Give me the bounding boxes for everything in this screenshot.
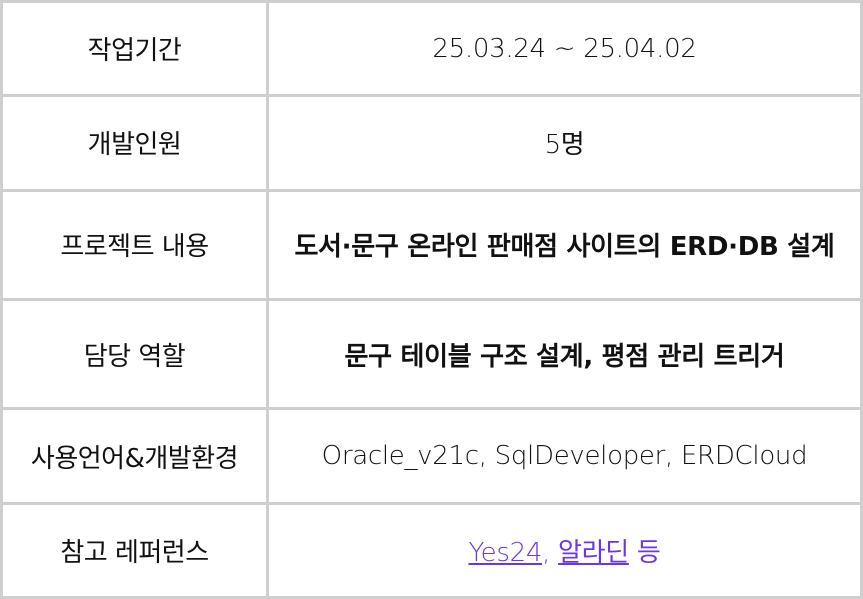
role-value: 문구 테이블 구조 설계, 평점 관리 트리거 xyxy=(266,297,863,411)
reference-value: Yes24, 알라딘 등 xyxy=(266,501,863,599)
reference-separator: , xyxy=(542,537,559,568)
table-row: 작업기간 25.03.24 ~ 25.04.02 xyxy=(0,0,863,98)
team-size-label: 개발인원 xyxy=(0,94,269,192)
table-row: 참고 레퍼런스 Yes24, 알라딘 등 xyxy=(0,501,863,599)
period-label: 작업기간 xyxy=(0,0,269,98)
aladin-link[interactable]: 알라딘 xyxy=(558,537,629,568)
table-row: 개발인원 5명 xyxy=(0,94,863,192)
project-content-label: 프로젝트 내용 xyxy=(0,188,269,301)
table-row: 사용언어&개발환경 Oracle_v21c, SqlDeveloper, ERD… xyxy=(0,407,863,505)
project-content-value: 도서·문구 온라인 판매점 사이트의 ERD·DB 설계 xyxy=(266,188,863,301)
environment-value: Oracle_v21c, SqlDeveloper, ERDCloud xyxy=(266,407,863,505)
team-size-value: 5명 xyxy=(266,94,863,192)
environment-label: 사용언어&개발환경 xyxy=(0,407,269,505)
table-row: 프로젝트 내용 도서·문구 온라인 판매점 사이트의 ERD·DB 설계 xyxy=(0,188,863,301)
role-label: 담당 역할 xyxy=(0,297,269,411)
period-value: 25.03.24 ~ 25.04.02 xyxy=(266,0,863,98)
table-row: 담당 역할 문구 테이블 구조 설계, 평점 관리 트리거 xyxy=(0,297,863,411)
yes24-link[interactable]: Yes24 xyxy=(468,537,543,568)
reference-label: 참고 레퍼런스 xyxy=(0,501,269,599)
reference-suffix: 등 xyxy=(628,537,661,568)
